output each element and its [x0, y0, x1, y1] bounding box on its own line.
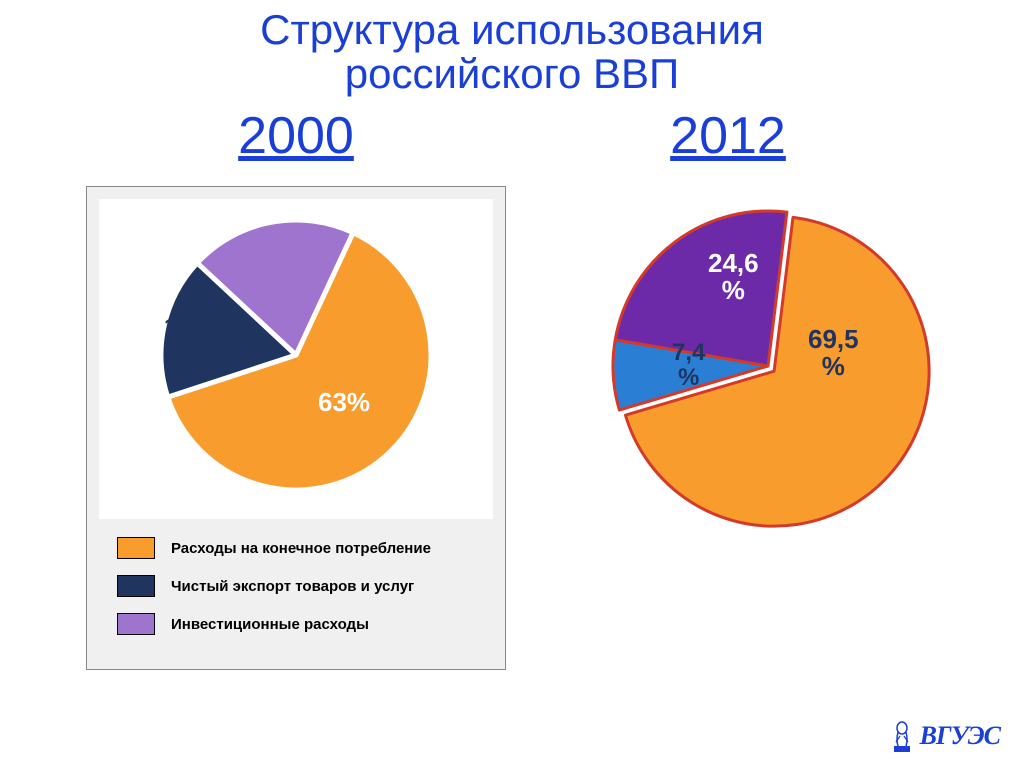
slice-label-net_export: 7,4 %	[672, 340, 705, 390]
slice-label-consumption: 63%	[318, 389, 370, 416]
left-pie-wrap: 63% 17% 20%	[99, 199, 493, 519]
legend: Расходы на конечное потребление Чистый э…	[99, 537, 493, 635]
legend-swatch	[117, 575, 155, 597]
logo: ВГУЭС	[888, 718, 1000, 754]
legend-item-consumption: Расходы на конечное потребление	[117, 537, 493, 559]
slice-label-net_export: 17%	[164, 315, 212, 340]
right-pie-wrap: 69,5 % 7,4 % 24,6 %	[598, 196, 938, 536]
logo-icon	[888, 718, 916, 754]
slice-label-consumption: 69,5 %	[808, 326, 859, 381]
legend-text: Чистый экспорт товаров и услуг	[171, 578, 414, 595]
year-left: 2000	[238, 106, 354, 166]
year-labels: 2000 2012	[0, 106, 1024, 166]
slice-label-investment: 24,6 %	[708, 250, 759, 305]
legend-text: Расходы на конечное потребление	[171, 540, 431, 557]
title-line-2: российского ВВП	[345, 50, 679, 97]
legend-item-netexport: Чистый экспорт товаров и услуг	[117, 575, 493, 597]
page-title: Структура использования российского ВВП	[0, 0, 1024, 96]
pie-svg	[598, 196, 938, 536]
pie-chart-2000: 63% 17% 20%	[146, 205, 446, 505]
legend-swatch	[117, 613, 155, 635]
legend-item-investment: Инвестиционные расходы	[117, 613, 493, 635]
legend-swatch	[117, 537, 155, 559]
logo-text: ВГУЭС	[920, 721, 1000, 751]
left-panel: 63% 17% 20% Расходы на конечное потреблени…	[86, 186, 506, 670]
title-line-1: Структура использования	[260, 6, 764, 53]
slice-label-investment: 20%	[270, 235, 322, 262]
pie-chart-2012: 69,5 % 7,4 % 24,6 %	[598, 196, 938, 536]
charts-row: 63% 17% 20% Расходы на конечное потреблени…	[0, 186, 1024, 670]
year-right: 2012	[670, 106, 786, 166]
legend-text: Инвестиционные расходы	[171, 616, 369, 633]
